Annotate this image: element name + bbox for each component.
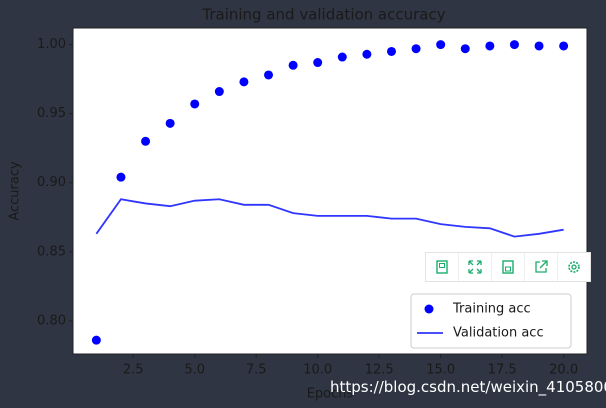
x-axis-label: Epochs xyxy=(307,387,354,402)
data-point xyxy=(436,40,446,50)
x-tick-label: 5.0 xyxy=(184,363,205,378)
data-point xyxy=(313,58,323,68)
x-tick-label: 2.5 xyxy=(123,363,144,378)
data-point xyxy=(214,87,224,97)
chart-title: Training and validation accuracy xyxy=(201,6,445,24)
toolbar-button[interactable] xyxy=(492,253,525,281)
legend-label: Validation acc xyxy=(453,326,544,341)
x-tick-label: 7.5 xyxy=(246,363,267,378)
data-point xyxy=(264,70,274,80)
data-point xyxy=(534,41,544,51)
icon xyxy=(436,260,448,274)
x-tick-label: 12.5 xyxy=(365,363,394,378)
data-point xyxy=(116,172,126,182)
data-point xyxy=(559,41,569,51)
x-tick-label: 20.0 xyxy=(549,363,578,378)
data-line xyxy=(95,198,564,238)
toolbar-button[interactable] xyxy=(525,253,558,281)
y-tick-label: 0.95 xyxy=(37,106,66,121)
data-point xyxy=(239,77,249,87)
data-point xyxy=(460,44,470,54)
x-tick-label: 10.0 xyxy=(303,363,332,378)
data-point xyxy=(386,46,396,56)
icon xyxy=(502,260,514,274)
data-point xyxy=(362,49,372,59)
legend-box xyxy=(410,293,572,349)
toolbar-button[interactable] xyxy=(558,253,590,281)
icon xyxy=(535,260,548,273)
y-tick-label: 0.85 xyxy=(37,244,66,259)
data-point xyxy=(288,60,298,70)
x-tick-label: 17.5 xyxy=(488,363,517,378)
watermark: https://blog.csdn.net/weixin_41058005 xyxy=(330,378,606,396)
data-point xyxy=(141,136,151,146)
data-point xyxy=(91,335,101,345)
icon xyxy=(468,260,482,274)
data-point xyxy=(509,40,519,50)
toolbar xyxy=(425,252,591,282)
toolbar-button[interactable] xyxy=(426,253,459,281)
legend-symbol xyxy=(424,304,434,314)
data-point xyxy=(411,44,421,54)
data-point xyxy=(190,99,200,109)
data-point xyxy=(485,41,495,51)
data-point xyxy=(165,118,175,128)
icon xyxy=(568,261,580,273)
y-axis-label: Accuracy xyxy=(8,161,23,221)
y-tick-label: 0.90 xyxy=(37,175,66,190)
toolbar-button[interactable] xyxy=(459,253,492,281)
y-tick-label: 0.80 xyxy=(37,313,66,328)
legend-label: Training acc xyxy=(452,302,531,317)
x-tick-label: 15.0 xyxy=(426,363,455,378)
data-point xyxy=(337,52,347,62)
y-tick-label: 1.00 xyxy=(37,37,66,52)
